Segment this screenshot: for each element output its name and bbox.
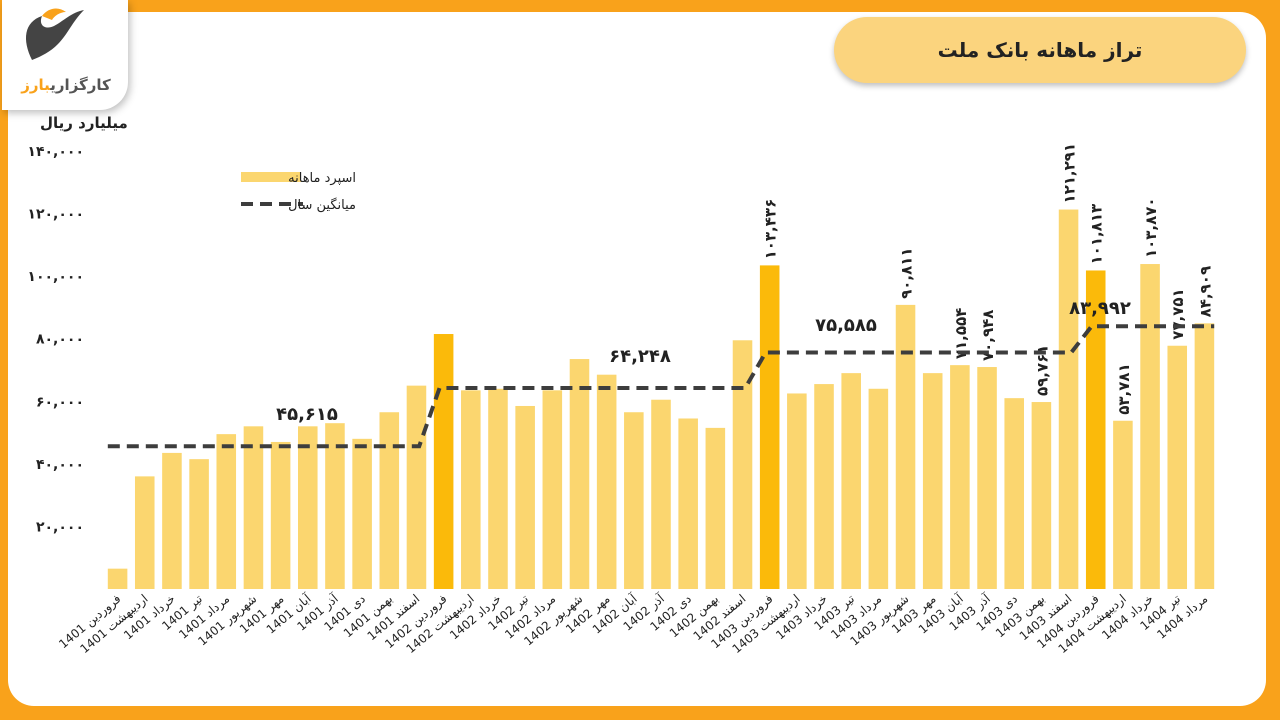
legend-label: اسپرد ماهانه (288, 171, 356, 186)
bar (868, 388, 889, 589)
bar (705, 427, 726, 589)
y-tick-label: ۶۰,۰۰۰ (36, 394, 84, 410)
logo-text: کارگزاریبارز (21, 76, 111, 94)
bar-value-label: ۱۲۱,۲۹۱ (1061, 143, 1079, 204)
eagle-logo-icon (26, 8, 84, 60)
bar (433, 334, 454, 589)
bar (325, 423, 345, 589)
legend-label: میانگین سال (288, 197, 356, 213)
bar (134, 476, 155, 589)
bar (977, 367, 997, 589)
bar (1004, 398, 1025, 589)
bar (1058, 209, 1079, 589)
bar (624, 412, 644, 589)
bar (1113, 420, 1133, 589)
bar-value-label: ۱۰۱,۸۱۳ (1088, 204, 1106, 265)
y-tick-label: ۲۰,۰۰۰ (36, 519, 84, 535)
bar-value-label: ۹۰,۸۱۱ (898, 247, 916, 298)
bar (379, 412, 400, 589)
bar-value-label: ۱۰۳,۴۳۶ (762, 199, 780, 260)
y-tick-label: ۱۲۰,۰۰۰ (27, 207, 84, 223)
bar-value-label: ۸۴,۹۰۹ (1196, 266, 1214, 317)
y-tick-label: ۴۰,۰۰۰ (36, 457, 84, 473)
bar (107, 568, 128, 589)
chart-card (8, 12, 1266, 706)
bar (270, 441, 291, 589)
bar-value-label: ۷۰,۹۴۸ (979, 310, 997, 361)
bar (1194, 323, 1215, 589)
average-label: ۴۵,۶۱۵ (276, 404, 338, 425)
bar-value-label: ۷۷,۷۵۱ (1169, 288, 1187, 339)
bar (841, 373, 861, 589)
y-tick-label: ۱۰۰,۰۰۰ (27, 269, 84, 285)
bar (1085, 270, 1106, 589)
bar (569, 359, 590, 589)
chart-title: تراز ماهانه بانک ملت (937, 38, 1143, 62)
bar-value-label: ۵۳,۷۸۱ (1115, 363, 1133, 414)
bar (1031, 402, 1052, 589)
bar (759, 265, 780, 589)
bar (189, 459, 209, 589)
bar (352, 438, 372, 589)
bar (814, 384, 834, 589)
bar (162, 452, 182, 589)
average-label: ۸۳,۹۹۲ (1069, 298, 1131, 319)
y-tick-label: ۱۴۰,۰۰۰ (27, 144, 84, 160)
bar (678, 418, 698, 589)
bar-value-label: ۵۹,۷۶۱ (1033, 345, 1051, 396)
bar (950, 365, 970, 589)
bar (1167, 345, 1188, 589)
y-tick-label: ۸۰,۰۰۰ (36, 332, 84, 348)
bar (1140, 264, 1160, 589)
bar (406, 385, 427, 589)
y-axis-unit-label: میلیارد ریال (40, 114, 128, 132)
average-label: ۶۴,۲۴۸ (609, 346, 671, 367)
legend-bar-swatch (241, 172, 301, 182)
bar (895, 304, 916, 589)
bar (651, 399, 671, 589)
title-pill: تراز ماهانه بانک ملت (834, 17, 1246, 83)
bar (488, 388, 508, 589)
bar (542, 390, 563, 589)
bar-value-label: ۱۰۳,۸۷۰ (1142, 197, 1160, 258)
bar (461, 390, 481, 589)
bar (515, 405, 535, 589)
bar (787, 393, 807, 589)
bar (596, 374, 617, 589)
bar (732, 340, 753, 589)
average-line (107, 324, 1215, 449)
bar-value-label: ۷۱,۵۵۴ (952, 308, 970, 359)
average-label: ۷۵,۵۸۵ (815, 315, 877, 336)
bar (243, 426, 264, 589)
bar (922, 373, 943, 589)
logo: کارگزاریبارز (2, 0, 128, 110)
bar (297, 426, 318, 589)
bar (216, 434, 237, 589)
